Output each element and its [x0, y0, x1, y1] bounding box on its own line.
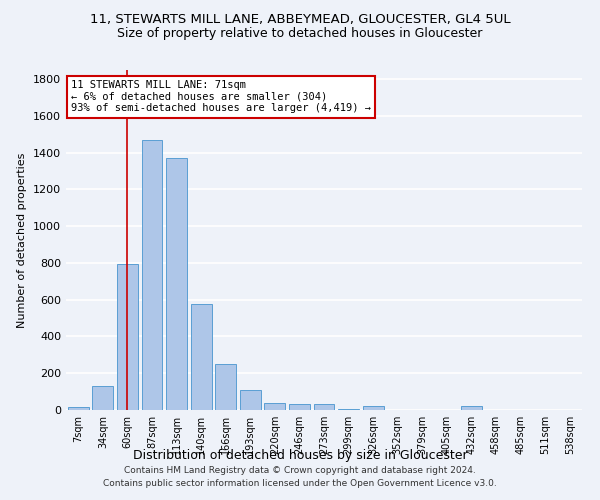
- Bar: [240, 390, 261, 410]
- Bar: [142, 140, 163, 410]
- Text: Size of property relative to detached houses in Gloucester: Size of property relative to detached ho…: [118, 28, 482, 40]
- Y-axis label: Number of detached properties: Number of detached properties: [17, 152, 28, 328]
- Text: 11, STEWARTS MILL LANE, ABBEYMEAD, GLOUCESTER, GL4 5UL: 11, STEWARTS MILL LANE, ABBEYMEAD, GLOUC…: [89, 12, 511, 26]
- Bar: [191, 304, 212, 410]
- Bar: [461, 406, 482, 410]
- Text: Contains HM Land Registry data © Crown copyright and database right 2024.
Contai: Contains HM Land Registry data © Crown c…: [103, 466, 497, 487]
- Text: 11 STEWARTS MILL LANE: 71sqm
← 6% of detached houses are smaller (304)
93% of se: 11 STEWARTS MILL LANE: 71sqm ← 6% of det…: [71, 80, 371, 114]
- Bar: [362, 406, 383, 410]
- Bar: [68, 407, 89, 410]
- Bar: [215, 364, 236, 410]
- Text: Distribution of detached houses by size in Gloucester: Distribution of detached houses by size …: [133, 448, 467, 462]
- Bar: [289, 404, 310, 410]
- Bar: [92, 386, 113, 410]
- Bar: [314, 404, 334, 410]
- Bar: [117, 264, 138, 410]
- Bar: [338, 409, 359, 410]
- Bar: [265, 403, 286, 410]
- Bar: [166, 158, 187, 410]
